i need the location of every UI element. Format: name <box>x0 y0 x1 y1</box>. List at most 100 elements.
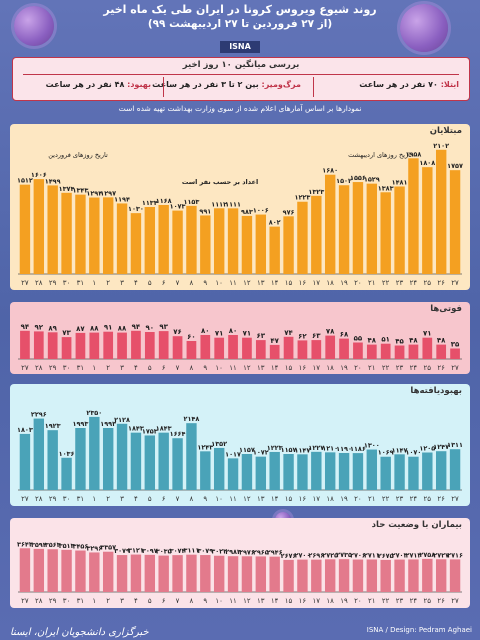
data-bar <box>33 331 44 359</box>
x-tick-label: ۲۶ <box>437 364 445 372</box>
data-label: ۱۲۲۷ <box>308 444 324 452</box>
data-bar <box>339 338 349 359</box>
data-bar <box>19 184 31 274</box>
x-tick-label: ۵ <box>148 279 152 287</box>
data-bar <box>380 343 391 359</box>
x-tick-label: ۲۵ <box>424 279 432 287</box>
data-bar <box>227 458 239 490</box>
data-label: ۸۷ <box>76 325 85 333</box>
data-bar <box>324 452 336 490</box>
data-bar <box>47 430 58 490</box>
x-tick-label: ۱۸ <box>326 364 334 372</box>
recovered-chart: ۱۸۰۳۲۷۲۲۹۶۲۸۱۹۲۳۲۹۱۰۳۶۳۰۱۹۹۳۳۱۲۳۵۰۱۱۹۹۳۲… <box>17 409 463 503</box>
data-bar <box>283 559 294 592</box>
data-bar <box>172 210 183 274</box>
data-bar <box>311 451 322 490</box>
data-label: ۱۱۹۴ <box>114 195 130 203</box>
data-label: ۱۱۴۷ <box>392 446 408 454</box>
x-tick-label: ۶ <box>162 364 166 372</box>
summary-separator <box>313 77 314 97</box>
data-label: ۳۰۳۵ <box>156 548 172 556</box>
data-label: ۹۲ <box>35 323 44 331</box>
data-label: ۳۵۱۳ <box>59 542 75 550</box>
isna-logo: خبرگزاری دانشجویان ایران، ایسنا <box>10 627 149 638</box>
x-tick-label: ۲۷ <box>21 279 29 287</box>
data-bar <box>117 332 127 359</box>
data-bar <box>449 170 461 274</box>
data-bar <box>228 335 238 359</box>
source-note: نمودارها بر اساس آمارهای اعلام شده از سو… <box>118 104 362 113</box>
data-bar <box>380 559 391 592</box>
x-tick-label: ۷ <box>176 279 180 287</box>
data-bar <box>102 427 114 490</box>
data-label: ۱۶۸۰ <box>322 167 338 175</box>
data-bar <box>116 203 128 274</box>
data-label: ۸۰ <box>201 327 210 335</box>
data-bar <box>200 451 211 490</box>
data-bar <box>380 192 391 274</box>
x-tick-label: ۲۳ <box>396 597 404 605</box>
data-bar <box>130 213 142 274</box>
data-bar <box>227 556 239 592</box>
x-tick-label: ۲ <box>106 597 110 605</box>
data-label: ۱۰۳۰ <box>128 205 144 213</box>
data-label: ۱۵۱۲ <box>17 177 33 185</box>
data-label: ۱۵۲۹ <box>364 176 380 184</box>
data-bar <box>408 456 419 490</box>
data-bar <box>408 344 419 359</box>
x-tick-label: ۲۴ <box>410 597 418 605</box>
data-label: ۱۰۳۶ <box>59 450 75 458</box>
x-tick-label: ۵ <box>148 495 152 503</box>
summary-box: بررسی میانگین ۱۰ روز اخیر ابتلا: ۷۰ نفر … <box>12 57 470 101</box>
data-bar <box>283 336 294 359</box>
data-label: ۳۵۶۳ <box>45 541 61 549</box>
death-value: بین ۲ تا ۳ نفر در هر ساعت <box>152 80 259 89</box>
data-label: ۲۷۱۳ <box>406 551 422 559</box>
data-label: ۱۸۴۳ <box>128 425 144 433</box>
data-bar <box>241 215 253 274</box>
data-label: ۱۳۷۴ <box>59 185 75 193</box>
x-tick-label: ۹ <box>203 364 207 372</box>
data-label: ۹۴ <box>132 323 141 331</box>
data-label: ۳۱۲۱ <box>128 547 144 555</box>
data-label: ۸۰۲ <box>269 219 281 227</box>
data-label: ۷۱ <box>215 330 224 338</box>
data-label: ۸۹ <box>48 324 57 332</box>
data-bar <box>255 556 267 592</box>
x-tick-label: ۱۳ <box>257 495 265 503</box>
x-tick-label: ۱۵ <box>285 279 293 287</box>
x-tick-label: ۱۷ <box>313 279 321 287</box>
x-tick-label: ۱۰ <box>215 364 223 372</box>
data-label: ۱۰۷۰ <box>406 449 422 457</box>
data-bar <box>144 554 156 592</box>
data-label: ۶۳ <box>257 332 266 340</box>
data-label: ۸۸ <box>118 325 127 333</box>
x-tick-label: ۲۴ <box>410 279 418 287</box>
x-tick-label: ۹ <box>203 279 207 287</box>
x-tick-label: ۲۹ <box>49 279 57 287</box>
data-bar <box>297 454 308 490</box>
data-bar <box>186 205 197 274</box>
x-tick-label: ۱۰ <box>215 279 223 287</box>
data-label: ۱۲۲۳ <box>295 194 311 202</box>
data-bar <box>158 331 169 359</box>
data-bar <box>158 204 169 274</box>
data-bar <box>47 332 58 359</box>
x-tick-label: ۲۹ <box>49 364 57 372</box>
x-tick-label: ۳۰ <box>63 597 71 605</box>
x-tick-label: ۲ <box>106 279 110 287</box>
data-bar <box>311 559 322 592</box>
x-tick-label: ۱۳ <box>257 597 265 605</box>
data-bar <box>89 197 100 274</box>
data-label: ۱۲۲۳ <box>267 444 283 452</box>
data-label: ۱۸۴۳ <box>156 425 172 433</box>
data-bar <box>186 341 197 359</box>
data-bar <box>353 342 363 359</box>
data-bar <box>311 195 322 274</box>
data-bar <box>283 454 294 490</box>
x-tick-label: ۲ <box>106 495 110 503</box>
summary-death: مرگ‌ومیر: بین ۲ تا ۳ نفر در هر ساعت <box>152 80 301 89</box>
data-bar <box>242 337 252 359</box>
data-bar <box>213 208 225 274</box>
x-tick-label: ۱۴ <box>271 364 279 372</box>
